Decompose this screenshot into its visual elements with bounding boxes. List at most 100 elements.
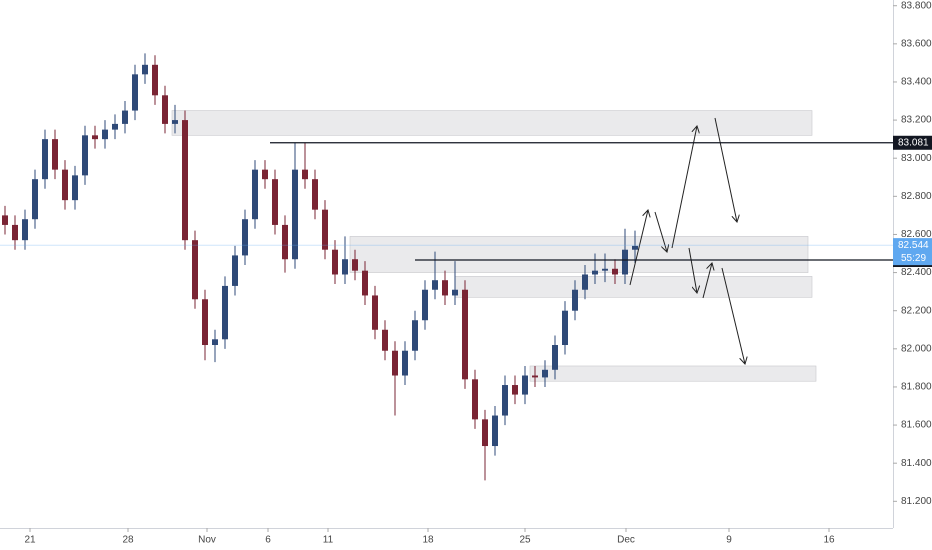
candle-body bbox=[352, 259, 358, 271]
candle-body bbox=[332, 249, 338, 275]
candle-body bbox=[2, 215, 8, 225]
y-tick-label: 83.600 bbox=[901, 38, 932, 49]
candle-body bbox=[502, 385, 508, 416]
x-tick-label: 11 bbox=[323, 535, 334, 546]
candle-body bbox=[412, 320, 418, 351]
x-tick-label: 28 bbox=[122, 535, 134, 546]
candle-body bbox=[242, 219, 248, 256]
y-tick-label: 82.000 bbox=[901, 343, 932, 354]
y-tick-label: 82.200 bbox=[901, 305, 932, 316]
x-tick-label: 16 bbox=[823, 535, 835, 546]
y-tick-label: 82.800 bbox=[901, 191, 932, 202]
candle-body bbox=[322, 209, 328, 250]
candle-body bbox=[492, 415, 498, 447]
candle-body bbox=[102, 129, 108, 140]
x-tick-label: Dec bbox=[617, 535, 635, 546]
candle-body bbox=[562, 310, 568, 346]
candle-body bbox=[212, 339, 218, 346]
x-tick-label: 18 bbox=[422, 535, 434, 546]
candle-body bbox=[62, 169, 68, 201]
candle-body bbox=[262, 169, 268, 180]
candle-body bbox=[432, 280, 438, 290]
candle-body bbox=[512, 385, 518, 395]
candle-body bbox=[32, 179, 38, 220]
candle-body bbox=[392, 350, 398, 376]
candle-body bbox=[302, 169, 308, 180]
candle-body bbox=[202, 299, 208, 346]
arrow bbox=[714, 117, 737, 222]
price-label-bg bbox=[893, 135, 932, 150]
candle-body bbox=[112, 123, 118, 130]
candle-body bbox=[142, 64, 148, 75]
candle-body bbox=[382, 329, 388, 351]
candle-body bbox=[42, 139, 48, 180]
x-tick-label: 6 bbox=[265, 535, 271, 546]
candle-body bbox=[362, 270, 368, 296]
countdown-label: 55:29 bbox=[901, 253, 926, 264]
last-price-label: 82.544 bbox=[898, 240, 929, 251]
candle-body bbox=[482, 419, 488, 447]
candle-body bbox=[272, 179, 278, 225]
candle-body bbox=[422, 289, 428, 321]
candle-body bbox=[592, 270, 598, 275]
last-price-bg bbox=[893, 238, 932, 266]
candle-body bbox=[372, 295, 378, 330]
y-tick-label: 81.200 bbox=[901, 496, 932, 507]
candle-body bbox=[222, 285, 228, 340]
candle-body bbox=[182, 120, 188, 241]
candle-body bbox=[582, 274, 588, 290]
y-tick-label: 81.600 bbox=[901, 420, 932, 431]
candle-body bbox=[12, 224, 18, 241]
projection-arrows bbox=[629, 117, 745, 364]
candle-body bbox=[252, 169, 258, 220]
candle-body bbox=[192, 240, 198, 300]
candle-body bbox=[402, 350, 408, 376]
candle-body bbox=[52, 139, 58, 170]
candle-body bbox=[282, 224, 288, 260]
y-tick-label: 83.000 bbox=[901, 153, 932, 164]
candle-body bbox=[312, 179, 318, 210]
price-label: 83.081 bbox=[898, 137, 929, 148]
zone bbox=[529, 365, 817, 382]
candle-body bbox=[532, 375, 538, 378]
y-tick-label: 82.400 bbox=[901, 267, 932, 278]
candle-body bbox=[132, 74, 138, 111]
candle-body bbox=[72, 175, 78, 201]
candle-body bbox=[92, 135, 98, 140]
candle-body bbox=[472, 379, 478, 420]
y-tick-label: 83.400 bbox=[901, 77, 932, 88]
y-tick-label: 83.800 bbox=[901, 0, 932, 11]
candle-body bbox=[522, 375, 528, 395]
y-tick-label: 81.400 bbox=[901, 458, 932, 469]
x-tick-label: Nov bbox=[198, 535, 216, 546]
candle-body bbox=[572, 289, 578, 311]
arrow bbox=[671, 126, 697, 249]
candle-body bbox=[552, 345, 558, 370]
zone bbox=[349, 236, 809, 273]
candle-body bbox=[452, 289, 458, 296]
x-tick-label: 25 bbox=[519, 535, 531, 546]
candle-body bbox=[122, 110, 128, 124]
arrow bbox=[688, 247, 697, 293]
arrow bbox=[629, 210, 648, 286]
candle-body bbox=[292, 169, 298, 260]
candle-body bbox=[602, 268, 608, 271]
candle-body bbox=[542, 369, 548, 378]
y-tick-label: 83.200 bbox=[901, 115, 932, 126]
x-tick-label: 9 bbox=[726, 535, 732, 546]
candle-body bbox=[232, 255, 238, 286]
candle-body bbox=[612, 268, 618, 275]
candle-body bbox=[632, 245, 638, 250]
candle-body bbox=[172, 120, 178, 124]
candle-body bbox=[462, 289, 468, 380]
candle-body bbox=[442, 280, 448, 296]
candle-body bbox=[622, 249, 628, 275]
candle-body bbox=[22, 219, 28, 241]
candle-body bbox=[82, 135, 88, 176]
y-tick-label: 82.600 bbox=[901, 229, 932, 240]
candle-body bbox=[342, 259, 348, 275]
arrow bbox=[702, 263, 712, 299]
